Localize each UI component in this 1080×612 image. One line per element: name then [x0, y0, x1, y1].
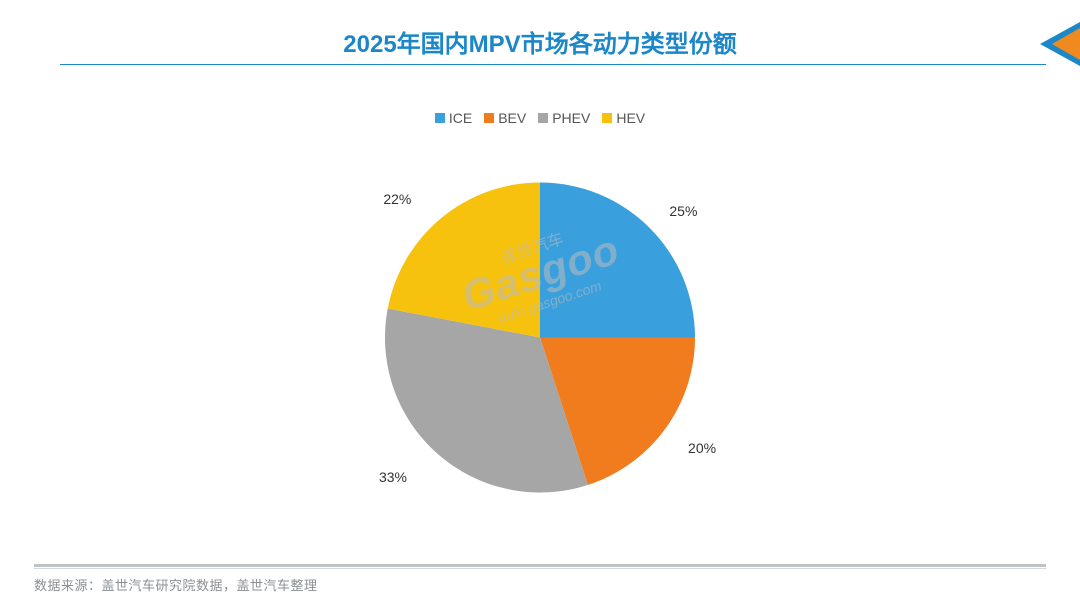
legend-swatch: [484, 113, 494, 123]
data-label-bev: 20%: [688, 440, 716, 456]
legend-swatch: [435, 113, 445, 123]
pie-chart: [385, 183, 695, 498]
footer-rule: [34, 564, 1046, 568]
footer-source-text: 数据来源：盖世汽车研究院数据，盖世汽车整理: [34, 575, 318, 594]
data-label-ice: 25%: [669, 203, 697, 219]
legend-item-phev: PHEV: [538, 110, 590, 126]
legend-item-hev: HEV: [602, 110, 645, 126]
legend-label: HEV: [616, 110, 645, 126]
slide-title: 2025年国内MPV市场各动力类型份额: [343, 31, 736, 58]
title-container: 2025年国内MPV市场各动力类型份额: [0, 24, 1080, 59]
legend-swatch: [602, 113, 612, 123]
corner-badge: [1036, 22, 1080, 66]
legend-label: ICE: [449, 110, 472, 126]
legend-swatch: [538, 113, 548, 123]
data-label-hev: 22%: [383, 191, 411, 207]
data-label-phev: 33%: [379, 469, 407, 485]
legend-item-bev: BEV: [484, 110, 526, 126]
legend-label: BEV: [498, 110, 526, 126]
chart-area: 盖世汽车 Gasgoo auto.gasgoo.com 25%20%33%22%: [0, 150, 1080, 530]
pie-svg: [385, 183, 695, 493]
title-underline: [60, 64, 1046, 65]
legend-label: PHEV: [552, 110, 590, 126]
legend-item-ice: ICE: [435, 110, 472, 126]
chart-legend: ICE BEV PHEV HEV: [0, 110, 1080, 126]
